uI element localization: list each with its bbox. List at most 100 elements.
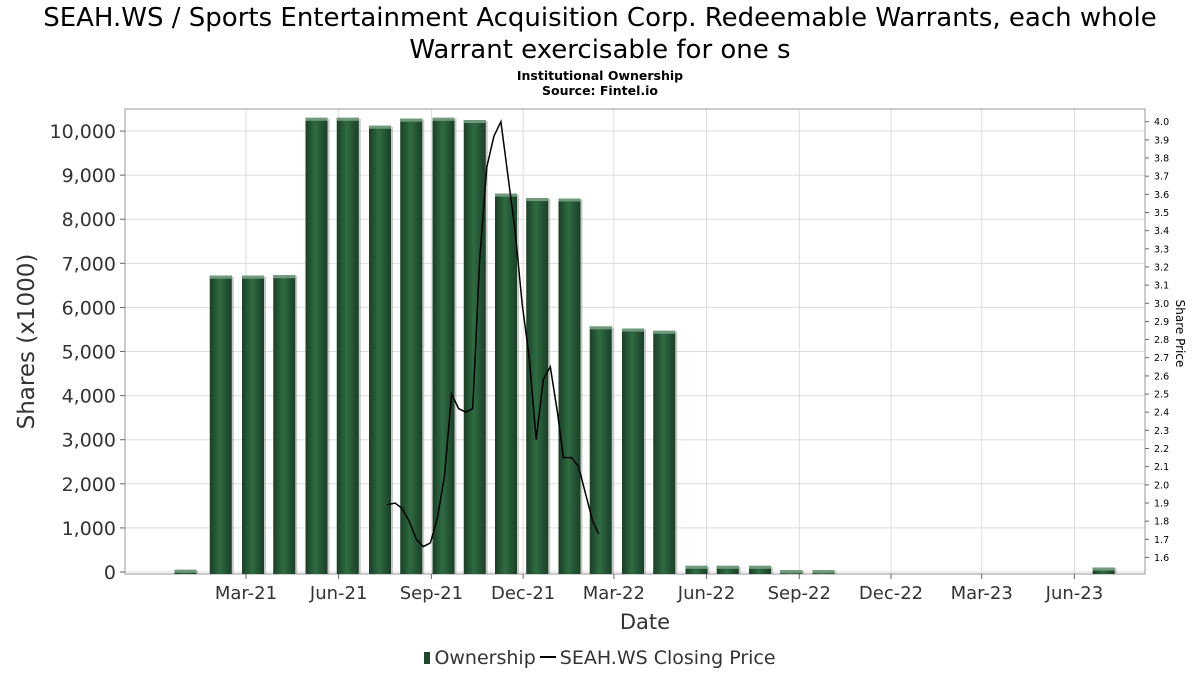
x-tick-label: Jun-22 <box>677 583 736 604</box>
ownership-bar <box>336 117 359 575</box>
ownership-bar-cap <box>273 275 296 279</box>
y2-tick-label: 1.8 <box>1154 517 1169 528</box>
ownership-bar-cap <box>400 118 423 122</box>
y2-tick-label: 3.8 <box>1154 154 1169 165</box>
x-axis-label: Date <box>620 610 670 634</box>
y-tick-label: 10,000 <box>50 121 116 143</box>
ownership-bar <box>463 120 486 575</box>
ownership-bar-cap <box>716 565 739 569</box>
ownership-bar-cap <box>558 198 581 202</box>
price-line <box>386 119 600 548</box>
ownership-bar-cap <box>369 125 391 129</box>
x-tick-label: Mar-22 <box>583 583 645 604</box>
ownership-legend-swatch <box>424 652 431 664</box>
ownership-bar-cap <box>1092 567 1115 571</box>
ownership-legend-label: Ownership <box>434 647 536 669</box>
ownership-bar-cap <box>685 565 708 569</box>
y2-tick-label: 3.5 <box>1154 208 1169 219</box>
ownership-bar <box>685 565 708 574</box>
y2-tick-label: 2.9 <box>1154 317 1169 328</box>
y-tick-label: 6,000 <box>62 297 116 319</box>
y-axis-label: Shares (x1000) <box>14 254 40 430</box>
y2-tick-label: 3.1 <box>1154 281 1169 292</box>
y-tick-label: 4,000 <box>62 386 116 408</box>
ownership-bar <box>748 565 771 574</box>
chart-title: SEAH.WS / Sports Entertainment Acquisiti… <box>43 3 1157 65</box>
ownership-bar <box>305 117 328 575</box>
ownership-bar <box>432 117 455 575</box>
ownership-bar <box>273 275 296 574</box>
y2-tick-label: 1.7 <box>1154 535 1169 546</box>
y2-tick-label: 2.7 <box>1154 353 1169 364</box>
y-tick-label: 5,000 <box>62 342 116 364</box>
price-legend-swatch <box>539 656 556 658</box>
y2-tick-label: 3.6 <box>1154 190 1169 201</box>
ownership-bar-cap <box>526 198 549 202</box>
y-tick-label: 7,000 <box>62 253 116 275</box>
ownership-bar-cap <box>463 120 486 124</box>
price-line-segment <box>386 502 431 548</box>
x-tick-label: Mar-23 <box>951 583 1013 604</box>
y-tick-label: 3,000 <box>62 430 116 452</box>
subtitle-line: Source: Fintel.io <box>542 83 658 98</box>
y2-tick-label: 3.9 <box>1154 135 1169 146</box>
ownership-bar <box>400 118 423 574</box>
y-tick-label: 9,000 <box>62 165 116 187</box>
y-tick-label: 2,000 <box>62 474 116 496</box>
x-tick-label: Mar-21 <box>215 583 277 604</box>
y2-tick-label: 3.7 <box>1154 172 1169 183</box>
chart-subtitle: Institutional Ownership Source: Fintel.i… <box>0 68 1200 98</box>
y2-tick-label: 4.0 <box>1154 117 1169 128</box>
x-tick-label: Sep-22 <box>768 583 831 604</box>
ownership-bar-cap <box>174 569 197 573</box>
x-tick-label: Sep-21 <box>400 583 463 604</box>
y2-tick-label: 3.0 <box>1154 299 1169 310</box>
y2-tick-label: 2.6 <box>1154 371 1169 382</box>
y2-tick-label: 3.2 <box>1154 262 1169 273</box>
ownership-bar-cap <box>432 117 455 121</box>
y2-tick-label: 2.4 <box>1154 408 1169 419</box>
x-tick-label: Jun-23 <box>1045 583 1104 604</box>
axes: 0 1,000 2,000 3,000 4,000 5,000 6,000 7,000 8,00… <box>50 117 1170 604</box>
ownership-bar-cap <box>209 275 232 279</box>
ownership-bar-cap <box>621 328 644 332</box>
ownership-bar-cap <box>653 330 676 334</box>
y2-tick-label: 2.2 <box>1154 444 1169 455</box>
ownership-bar <box>526 198 549 574</box>
ownership-bar <box>494 193 517 575</box>
ownership-bar <box>242 275 265 574</box>
y2-tick-label: 2.0 <box>1154 480 1169 491</box>
y2-tick-label: 3.4 <box>1154 226 1169 237</box>
ownership-bar-cap <box>305 117 328 121</box>
y2-tick-label: 3.3 <box>1154 244 1169 255</box>
chart-legend: Ownership SEAH.WS Closing Price <box>0 647 1200 669</box>
ownership-bar <box>716 565 739 574</box>
y-tick-label: 8,000 <box>62 209 116 231</box>
ownership-bars <box>174 117 1117 575</box>
ownership-bar-cap <box>812 570 835 574</box>
ownership-bar-cap <box>589 326 612 330</box>
y2-tick-label: 2.1 <box>1154 462 1169 473</box>
ownership-bar-cap <box>336 117 359 121</box>
ownership-bar-cap <box>748 565 771 569</box>
y2-tick-label: 1.9 <box>1154 499 1169 510</box>
ownership-bar <box>589 326 612 574</box>
y2-tick-label: 1.6 <box>1154 553 1169 564</box>
ownership-bar-cap <box>780 570 803 574</box>
y-tick-label: 1,000 <box>62 518 116 540</box>
subtitle-line: Institutional Ownership <box>516 68 684 83</box>
x-tick-label: Jun-21 <box>309 583 368 604</box>
y2-tick-label: 2.8 <box>1154 335 1169 346</box>
price-line-segment <box>429 119 600 544</box>
ownership-bar <box>369 125 391 574</box>
ownership-bar <box>1092 567 1115 574</box>
y-tick-label: 0 <box>104 562 116 584</box>
ownership-bar <box>653 330 676 574</box>
ownership-bar <box>621 328 644 574</box>
ownership-bar <box>209 275 232 574</box>
price-legend-label: SEAH.WS Closing Price <box>559 647 776 669</box>
y2-axis-label: Share Price <box>1173 300 1187 368</box>
y2-tick-label: 2.3 <box>1154 426 1169 437</box>
x-tick-label: Dec-21 <box>491 583 555 604</box>
